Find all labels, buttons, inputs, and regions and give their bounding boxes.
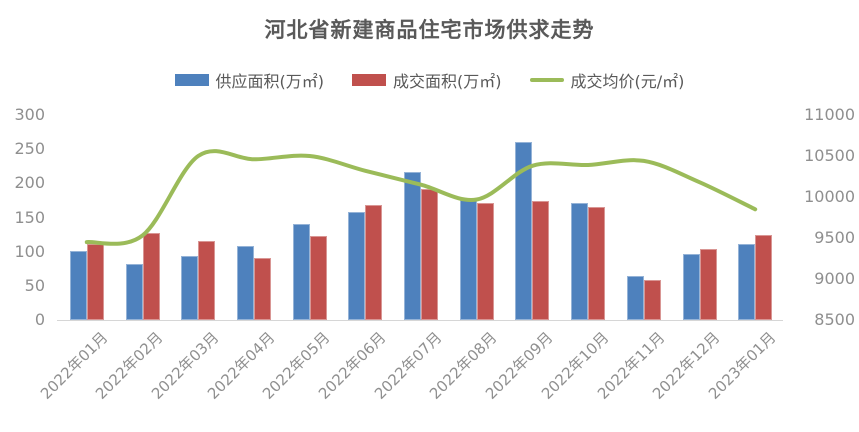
y-axis-label-left: 150 <box>14 207 45 227</box>
deal-bar <box>142 233 160 320</box>
deal-bar <box>476 202 494 320</box>
deal-bar <box>588 207 606 321</box>
supply-bar <box>125 264 143 320</box>
supply-bar <box>626 275 644 320</box>
y-axis-label-left: 250 <box>14 139 45 159</box>
deal-bar <box>532 201 550 320</box>
deal-bar <box>86 244 104 320</box>
supply-bar <box>738 243 756 320</box>
deal-bar <box>198 240 216 320</box>
legend-label-supply: 供应面积(万㎡) <box>215 72 325 91</box>
deal-bar <box>699 248 717 320</box>
supply-bar <box>348 212 366 320</box>
supply-bar <box>571 202 589 320</box>
deal-bar <box>755 234 773 320</box>
supply-bar <box>404 171 421 320</box>
y-axis-label-left: 0 <box>34 310 45 329</box>
y-axis-label-right: 9500 <box>814 228 855 247</box>
deal-bar <box>643 279 661 320</box>
deal-bar <box>421 188 438 320</box>
supply-bar <box>292 224 310 320</box>
deal-bar <box>365 205 383 320</box>
supply-bar <box>682 254 700 320</box>
y-axis-label-right: 10500 <box>804 146 855 165</box>
y-axis-label-right: 8500 <box>814 310 855 329</box>
supply-swatch-icon <box>174 74 209 86</box>
y-axis-label-left: 100 <box>14 241 45 261</box>
y-axis-label-right: 9000 <box>814 269 855 288</box>
supply-bar <box>236 245 254 320</box>
supply-bar <box>69 251 87 320</box>
legend-label-price: 成交均价(元/㎡) <box>570 72 685 91</box>
legend-item-deal: 成交面积(万㎡) <box>352 68 502 92</box>
chart-title: 河北省新建商品住宅市场供求走势 <box>264 18 595 42</box>
y-axis-label-left: 200 <box>14 173 45 193</box>
supply-bar <box>515 142 533 320</box>
y-axis-label-right: 11000 <box>804 105 855 124</box>
deal-bar <box>253 257 271 320</box>
price-swatch-icon <box>529 78 564 82</box>
deal-bar <box>309 235 327 320</box>
deal-swatch-icon <box>352 74 387 86</box>
y-axis-label-left: 300 <box>14 105 45 124</box>
legend-item-supply: 供应面积(万㎡) <box>174 68 325 92</box>
supply-bar <box>459 200 477 320</box>
legend-item-price: 成交均价(元/㎡) <box>529 68 685 92</box>
y-axis-label-left: 50 <box>24 275 45 295</box>
y-axis-label-right: 10000 <box>804 187 855 206</box>
supply-bar <box>181 256 199 320</box>
x-axis-line <box>57 320 783 321</box>
legend: 供应面积(万㎡) 成交面积(万㎡) 成交均价(元/㎡) <box>0 68 859 92</box>
legend-label-deal: 成交面积(万㎡) <box>393 72 502 91</box>
